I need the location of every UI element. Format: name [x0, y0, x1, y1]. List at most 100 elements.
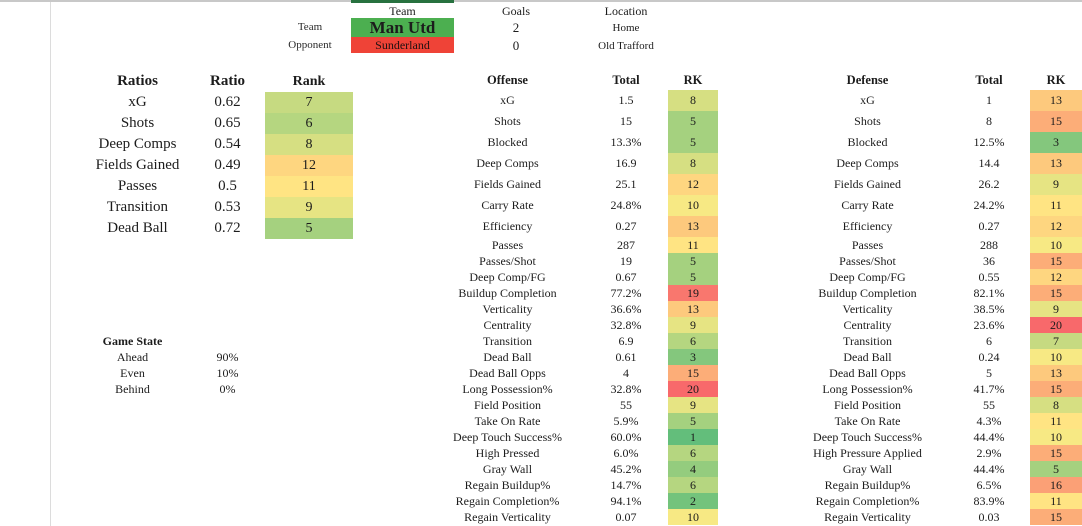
offense-spacer	[657, 253, 668, 269]
defense-stat-label: Regain Buildup%	[824, 477, 911, 492]
defense-spacer	[1023, 429, 1030, 445]
offense-spacer	[657, 381, 668, 397]
ratio-label: Deep Comps	[98, 136, 177, 152]
defense-stat-total: 44.4%	[973, 461, 1005, 476]
defense-stat-total: 8	[986, 114, 992, 128]
offense-rank-cell: 3	[668, 349, 718, 365]
defense-stat-total: 0.55	[978, 269, 1000, 284]
ratios-title: Ratios	[117, 73, 158, 89]
defense-spacer	[1023, 132, 1030, 153]
defense-stat-label: Regain Verticality	[824, 509, 911, 524]
offense-stat-total: 0.61	[615, 349, 637, 364]
offense-row: Gray Wall 45.2% 4	[420, 461, 718, 477]
game-state-title: Game State	[102, 333, 163, 348]
defense-spacer	[1023, 90, 1030, 111]
team-row-label: Team	[297, 21, 323, 33]
offense-table: Offense Total RK xG 1.5 8 Shots 15 5 Blocked 13…	[420, 71, 718, 525]
offense-stat-label: Verticality	[482, 301, 533, 316]
defense-rank-cell: 10	[1030, 237, 1082, 253]
offense-stat-label: Field Position	[473, 397, 541, 412]
offense-spacer	[657, 153, 668, 174]
defense-row: Efficiency 0.27 12	[780, 216, 1082, 237]
ratio-rank-cell: 5	[265, 218, 353, 239]
defense-stat-total: 82.1%	[973, 285, 1005, 300]
offense-row: Buildup Completion 77.2% 19	[420, 285, 718, 301]
defense-rank-cell: 7	[1030, 333, 1082, 349]
offense-stat-total: 32.8%	[610, 381, 642, 396]
offense-stat-total: 4	[623, 365, 629, 380]
defense-stat-label: Buildup Completion	[818, 285, 917, 300]
offense-rank-cell: 5	[668, 269, 718, 285]
defense-rank-cell: 11	[1030, 493, 1082, 509]
offense-stat-label: Deep Touch Success%	[453, 429, 562, 444]
defense-rank-cell: 12	[1030, 216, 1082, 237]
offense-spacer	[657, 132, 668, 153]
defense-row: Long Possession% 41.7% 15	[780, 381, 1082, 397]
offense-spacer	[657, 365, 668, 381]
defense-stat-label: Blocked	[847, 135, 888, 149]
ratios-table: Ratios Ratio Rank xG 0.62 7 Shots 0.65 6 Deep …	[85, 71, 353, 239]
defense-stat-label: Centrality	[843, 317, 892, 332]
ratio-value: 0.49	[214, 157, 241, 173]
defense-row: Transition 6 7	[780, 333, 1082, 349]
offense-spacer	[657, 90, 668, 111]
offense-stat-total: 6.0%	[613, 445, 639, 460]
offense-spacer	[657, 237, 668, 253]
team-goals-value: 2	[512, 20, 520, 35]
offense-rank-cell: 5	[668, 413, 718, 429]
offense-spacer	[657, 445, 668, 461]
game-state-value: 10%	[216, 365, 239, 380]
offense-spacer	[657, 285, 668, 301]
offense-rank-cell: 6	[668, 445, 718, 461]
offense-stat-label: Regain Verticality	[464, 509, 551, 524]
offense-stat-total: 24.8%	[610, 198, 642, 212]
defense-row: Centrality 23.6% 20	[780, 317, 1082, 333]
game-state-value: 0%	[219, 381, 236, 396]
defense-rank-cell: 15	[1030, 285, 1082, 301]
offense-spacer	[657, 301, 668, 317]
defense-stat-label: Deep Comp/FG	[829, 269, 906, 284]
ratio-rank-cell: 8	[265, 134, 353, 155]
ratio-label: Transition	[106, 199, 169, 215]
ratio-label: Shots	[120, 115, 155, 131]
offense-stat-label: Centrality	[483, 317, 532, 332]
defense-row: Deep Touch Success% 44.4% 10	[780, 429, 1082, 445]
defense-spacer	[1023, 237, 1030, 253]
offense-rank-cell: 10	[668, 195, 718, 216]
defense-rank-cell: 10	[1030, 349, 1082, 365]
defense-stat-total: 38.5%	[973, 301, 1005, 316]
defense-spacer	[1023, 195, 1030, 216]
defense-row: Deep Comps 14.4 13	[780, 153, 1082, 174]
defense-spacer	[1023, 493, 1030, 509]
defense-total-header: Total	[975, 73, 1003, 87]
defense-spacer	[1023, 413, 1030, 429]
offense-rank-cell: 12	[668, 174, 718, 195]
defense-spacer	[1023, 349, 1030, 365]
offense-stat-total: 287	[617, 237, 635, 252]
defense-spacer	[1023, 365, 1030, 381]
offense-rank-cell: 13	[668, 301, 718, 317]
offense-stat-total: 1.5	[618, 93, 634, 107]
defense-stat-total: 26.2	[978, 177, 1000, 191]
offense-rank-cell: 6	[668, 477, 718, 493]
offense-row: Fields Gained 25.1 12	[420, 174, 718, 195]
defense-stat-total: 6.5%	[976, 477, 1002, 492]
defense-spacer	[1023, 269, 1030, 285]
defense-stat-total: 0.27	[978, 219, 1000, 233]
offense-row: Long Possession% 32.8% 20	[420, 381, 718, 397]
defense-row: Dead Ball Opps 5 13	[780, 365, 1082, 381]
defense-rank-cell: 15	[1030, 381, 1082, 397]
defense-stat-total: 12.5%	[973, 135, 1005, 149]
offense-rk-header: RK	[683, 73, 703, 87]
offense-spacer	[657, 317, 668, 333]
rank-column-header: Rank	[292, 73, 326, 89]
offense-rank-cell: 13	[668, 216, 718, 237]
defense-row: Gray Wall 44.4% 5	[780, 461, 1082, 477]
offense-row: Deep Comps 16.9 8	[420, 153, 718, 174]
defense-rank-cell: 8	[1030, 397, 1082, 413]
offense-stat-label: Long Possession%	[462, 381, 553, 396]
offense-rank-cell: 2	[668, 493, 718, 509]
defense-stat-total: 55	[983, 397, 995, 412]
offense-row: Carry Rate 24.8% 10	[420, 195, 718, 216]
ratio-value: 0.53	[214, 199, 241, 215]
